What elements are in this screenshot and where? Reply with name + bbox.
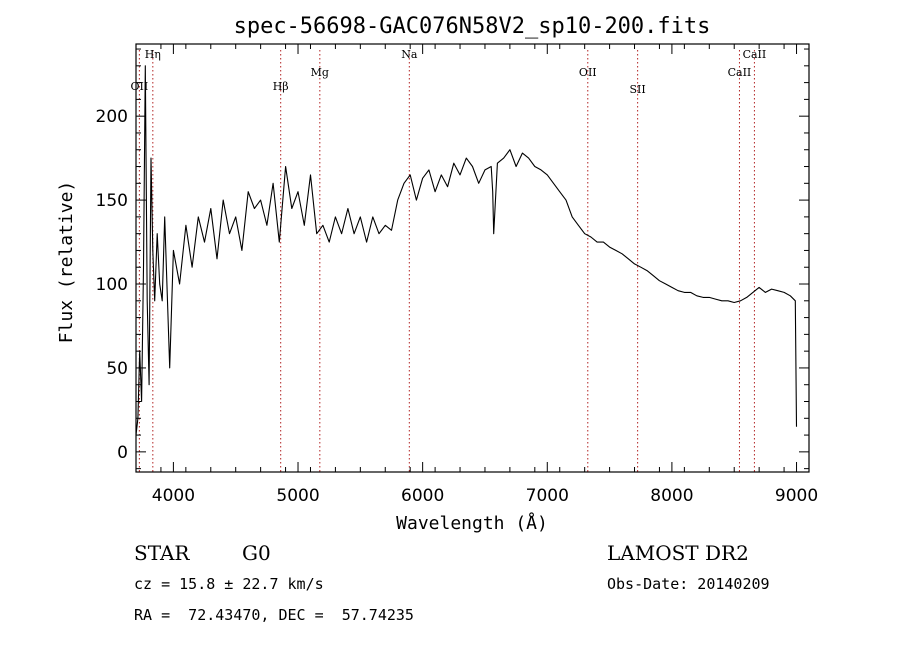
spectral-line-label: Mg — [311, 66, 329, 79]
plot-area: OII Hη Hβ Mg Na OII SII CaII CaII — [131, 48, 798, 472]
spectral-line-label: Hβ — [273, 80, 289, 93]
x-tick-label: 9000 — [775, 486, 818, 506]
y-axis-label: Flux (relative) — [56, 181, 77, 344]
spectrum-line — [135, 65, 798, 436]
spectral-line-label: Na — [401, 48, 418, 61]
observation-date: Obs-Date: 20140209 — [607, 575, 770, 593]
y-tick-label: 200 — [96, 107, 128, 127]
coordinates: RA = 72.43470, DEC = 57.74235 — [134, 606, 414, 624]
x-tick-label: 5000 — [276, 486, 319, 506]
spectral-line-label: OII — [579, 66, 597, 79]
x-tick-label: 8000 — [650, 486, 693, 506]
spectral-line-label: Hη — [145, 48, 161, 61]
spectral-line-label: CaII — [728, 66, 752, 79]
y-tick-label: 0 — [117, 443, 128, 463]
x-tick-label: 7000 — [526, 486, 569, 506]
spectral-line-label: SII — [630, 83, 646, 96]
y-tick-label: 150 — [96, 191, 128, 211]
x-tick-label: 4000 — [152, 486, 195, 506]
x-axis-label: Wavelength (Å) — [396, 512, 548, 534]
plot-frame — [135, 43, 810, 473]
chart-title: spec-56698-GAC076N58V2_sp10-200.fits — [234, 14, 711, 39]
spectral-line-label: OII — [131, 80, 149, 93]
redshift-info: cz = 15.8 ± 22.7 km/s — [134, 575, 324, 593]
axis-ticks: 4000 5000 6000 7000 8000 9000 0 50 100 150 200 — [96, 44, 818, 506]
y-tick-label: 100 — [96, 275, 128, 295]
object-subclass: G0 — [242, 541, 271, 565]
y-tick-label: 50 — [106, 359, 128, 379]
object-type: STAR — [134, 541, 190, 565]
spectral-line-label: CaII — [743, 48, 767, 61]
survey-name: LAMOST DR2 — [607, 541, 749, 565]
x-tick-label: 6000 — [401, 486, 444, 506]
